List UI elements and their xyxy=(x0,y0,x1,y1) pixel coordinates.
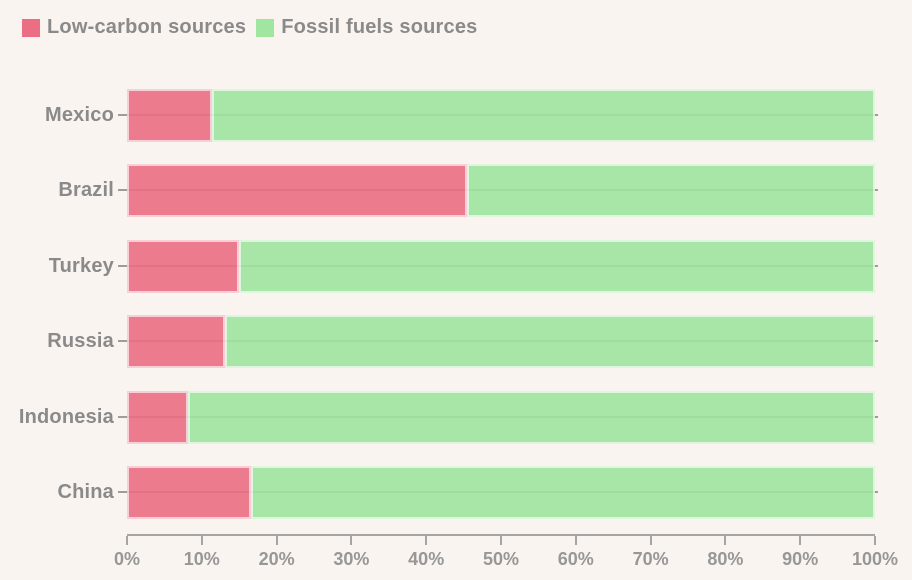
bar-track xyxy=(118,466,878,519)
x-axis-tick xyxy=(574,536,577,545)
bar-segment-fossil-fuels xyxy=(212,89,875,142)
x-axis-tick xyxy=(200,536,203,545)
x-axis-tick-label: 60% xyxy=(557,549,594,569)
category-label: China xyxy=(57,481,114,503)
x-axis-tick-label: 20% xyxy=(258,549,295,569)
bar-segment-low-carbon xyxy=(127,239,240,293)
bar-row: Turkey xyxy=(0,239,912,293)
bar-track xyxy=(118,164,878,218)
x-axis-tick xyxy=(874,536,876,545)
bar-segment-fossil-fuels xyxy=(224,315,875,369)
bar-segment-fossil-fuels xyxy=(467,164,875,218)
bar-row: Russia xyxy=(0,315,912,369)
x-axis-tick xyxy=(126,536,128,545)
bar-track xyxy=(118,390,878,444)
bar-row: Indonesia xyxy=(0,390,912,444)
x-axis-tick xyxy=(649,536,652,545)
x-axis-tick-label: 80% xyxy=(707,549,744,569)
x-axis-tick xyxy=(799,536,802,545)
legend-item-low-carbon: Low-carbon sources xyxy=(22,16,246,39)
category-label: Russia xyxy=(47,330,114,353)
category-label: Brazil xyxy=(58,179,114,202)
x-axis-tick-label: 30% xyxy=(333,549,370,569)
bar-row: China xyxy=(0,466,912,519)
bar-segment-low-carbon xyxy=(127,466,252,519)
legend-swatch-fossil-fuels-icon xyxy=(256,18,275,37)
category-label: Indonesia xyxy=(18,405,114,428)
x-axis-tick-label: 10% xyxy=(183,549,220,569)
bar-segment-low-carbon xyxy=(127,89,213,142)
x-axis: 0% 10% 20% 30% 40% 50% 60% 70% 80% 90% 100% xyxy=(114,534,898,572)
legend: Low-carbon sources Fossil fuels sources xyxy=(22,16,478,39)
category-label: Mexico xyxy=(44,104,114,126)
bar-track xyxy=(118,315,878,369)
bar-segment-low-carbon xyxy=(127,315,225,369)
x-axis-tick-label: 0% xyxy=(113,549,141,569)
legend-label: Low-carbon sources xyxy=(47,16,247,38)
legend-label: Fossil fuels sources xyxy=(281,16,478,38)
legend-swatch-low-carbon-icon xyxy=(22,18,40,37)
x-axis-tick xyxy=(275,536,278,545)
bar-segment-fossil-fuels xyxy=(251,466,875,519)
x-axis-tick-label: 100% xyxy=(851,549,899,569)
x-axis-tick-label: 90% xyxy=(782,549,819,569)
bar-track xyxy=(118,239,878,293)
bar-row: Brazil xyxy=(0,164,912,218)
category-label: Turkey xyxy=(48,254,114,277)
x-axis-tick-label: 70% xyxy=(632,549,669,569)
bar-segment-fossil-fuels xyxy=(188,390,875,444)
bar-track xyxy=(118,89,878,142)
x-axis-tick xyxy=(350,536,353,545)
x-axis-tick-label: 50% xyxy=(482,549,520,569)
x-axis-tick xyxy=(724,536,727,545)
bar-row: Mexico xyxy=(0,89,912,142)
x-axis-tick xyxy=(500,536,502,545)
bar-segment-low-carbon xyxy=(127,390,189,444)
bar-segment-low-carbon xyxy=(127,164,468,218)
bar-segment-fossil-fuels xyxy=(239,239,875,293)
x-axis-tick xyxy=(425,536,428,545)
x-axis-tick-label: 40% xyxy=(408,549,445,569)
legend-item-fossil-fuels: Fossil fuels sources xyxy=(256,16,477,39)
